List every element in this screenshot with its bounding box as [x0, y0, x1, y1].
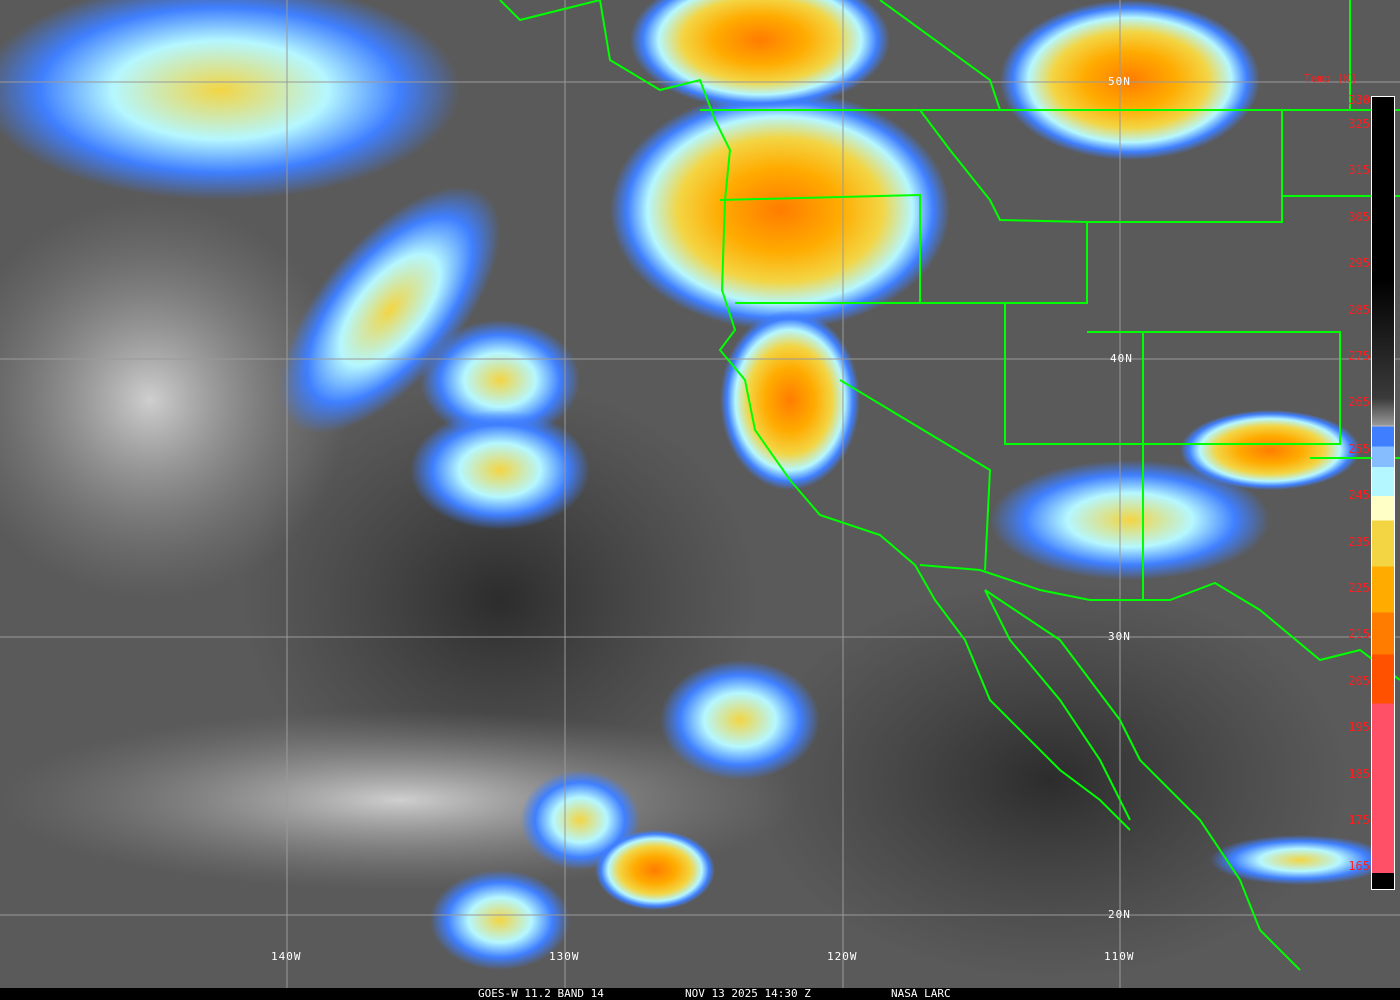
lon-label-130w: 130W — [549, 950, 580, 963]
legend-tick-label: 165 — [1348, 859, 1370, 874]
mexico-mainland-coast — [984, 589, 1301, 971]
lon-label-110w: 110W — [1104, 950, 1135, 963]
state-borders — [919, 109, 1088, 223]
caption-datetime: NOV 13 2025 14:30 Z — [685, 987, 811, 1000]
legend-tick-label: 255 — [1348, 441, 1370, 456]
lat-label-40n: 40N — [1110, 352, 1133, 365]
lat-label-20n: 20N — [1108, 908, 1131, 921]
state-borders — [1004, 303, 1341, 445]
legend-tick-label: 245 — [1348, 488, 1370, 503]
caption-source: NASA LARC — [891, 987, 951, 1000]
cloud-field — [0, 0, 1390, 980]
legend-tick-label: 185 — [1348, 766, 1370, 781]
legend-tick-label: 285 — [1348, 302, 1370, 317]
legend-tick-label: 225 — [1348, 581, 1370, 595]
legend-tick-label: 330 — [1348, 93, 1370, 107]
legend-tick-label: 215 — [1348, 627, 1370, 642]
legend-tick-label: 275 — [1348, 349, 1370, 363]
caption-satellite: GOES-W 11.2 BAND 14 — [478, 987, 604, 1000]
state-borders — [839, 379, 992, 571]
state-borders — [879, 0, 1001, 111]
legend-tick-label: 175 — [1348, 813, 1370, 827]
legend-tick-label: 265 — [1348, 395, 1370, 410]
coastlines-and-borders — [499, 0, 1400, 971]
pacific-coastline — [499, 0, 1131, 831]
legend-tick-label: 235 — [1348, 534, 1370, 549]
lon-label-140w: 140W — [271, 950, 302, 963]
temperature-colorbar — [1371, 96, 1395, 890]
gulf-of-california-coast — [984, 589, 1131, 821]
lat-label-50n: 50N — [1108, 75, 1131, 88]
legend-tick-label: 325 — [1348, 117, 1370, 131]
legend-title: Temp [K] — [1304, 72, 1357, 85]
image-caption-bar: GOES-W 11.2 BAND 14 NOV 13 2025 14:30 Z … — [0, 988, 1400, 1000]
legend-tick-label: 305 — [1348, 209, 1370, 224]
lat-label-30n: 30N — [1108, 630, 1131, 643]
legend-tick-label: 205 — [1348, 673, 1370, 688]
legend-tick-label: 295 — [1348, 256, 1370, 271]
legend-tick-label: 195 — [1348, 720, 1370, 735]
state-borders — [719, 193, 921, 303]
us-mexico-border — [919, 564, 1400, 681]
lon-label-120w: 120W — [827, 950, 858, 963]
legend-tick-label: 315 — [1348, 163, 1370, 178]
